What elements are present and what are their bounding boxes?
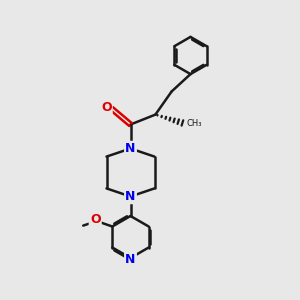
Text: O: O	[90, 213, 101, 226]
Text: N: N	[125, 253, 136, 266]
Text: O: O	[101, 100, 112, 114]
Text: N: N	[125, 142, 136, 155]
Text: N: N	[125, 190, 136, 203]
Text: CH₃: CH₃	[187, 119, 203, 128]
